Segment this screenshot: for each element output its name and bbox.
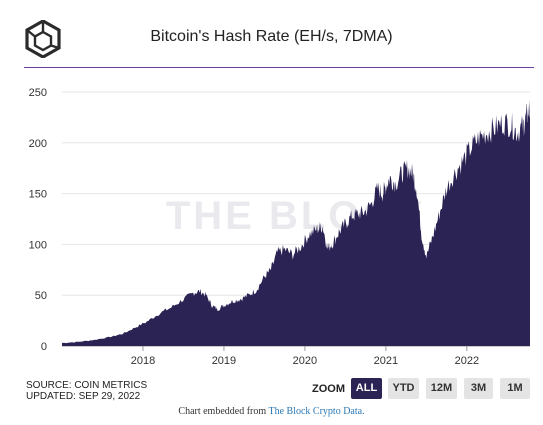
y-tick-label: 250 [29, 87, 47, 99]
x-tick-label: 2020 [293, 355, 317, 367]
y-tick-label: 200 [29, 138, 47, 150]
zoom-label: ZOOM [312, 383, 345, 395]
chart-header: Bitcoin's Hash Rate (EH/s, 7DMA) [0, 0, 543, 68]
chart-title: Bitcoin's Hash Rate (EH/s, 7DMA) [150, 28, 393, 45]
x-axis-ticks: 2018 2019 2020 2021 2022 [131, 346, 479, 367]
footer-prefix: Chart embedded from [178, 406, 269, 417]
zoom-12m-button[interactable]: 12M [426, 378, 457, 399]
embed-footer: Chart embedded from The Block Crypto Dat… [0, 406, 543, 417]
the-block-data-link[interactable]: The Block Crypto Data. [268, 406, 365, 417]
x-tick-label: 2019 [212, 355, 236, 367]
y-tick-label: 0 [41, 341, 47, 353]
y-tick-label: 100 [29, 239, 47, 251]
updated-line: UPDATED: SEP 29, 2022 [26, 391, 141, 402]
source-note: SOURCE: COIN METRICS UPDATED: SEP 29, 20… [26, 380, 147, 402]
x-tick-label: 2022 [455, 355, 479, 367]
y-tick-label: 50 [35, 290, 47, 302]
zoom-all-button[interactable]: ALL [351, 378, 382, 399]
zoom-1m-button[interactable]: 1M [500, 378, 530, 399]
y-axis-ticks: 0 50 100 150 200 250 [29, 87, 47, 353]
x-tick-label: 2021 [374, 355, 398, 367]
the-block-cube-logo-icon [25, 20, 61, 58]
x-tick-label: 2018 [131, 355, 155, 367]
zoom-3m-button[interactable]: 3M [464, 378, 493, 399]
header-divider [24, 67, 534, 68]
hash-rate-area[interactable] [62, 98, 530, 346]
zoom-ytd-button[interactable]: YTD [388, 378, 419, 399]
source-line: SOURCE: COIN METRICS [26, 380, 148, 391]
y-tick-label: 150 [29, 189, 47, 201]
series-area-layer [62, 98, 530, 346]
